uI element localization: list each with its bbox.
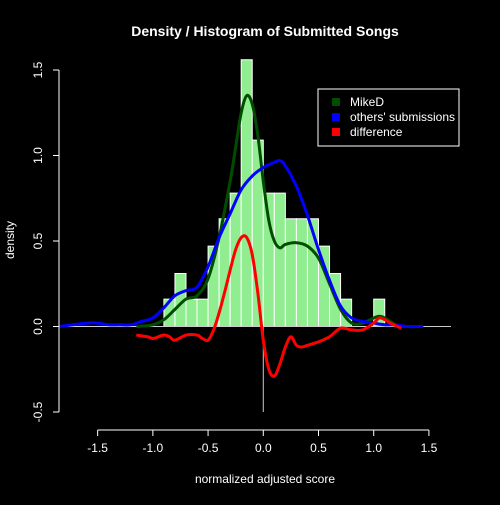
y-tick-label: 1.5 [31, 61, 45, 78]
chart-title: Density / Histogram of Submitted Songs [131, 23, 399, 39]
legend-swatch-others-submissions [332, 113, 340, 121]
legend-swatch-difference [332, 128, 340, 136]
x-tick-label: -0.5 [198, 441, 219, 455]
x-tick-label: -1.0 [143, 441, 164, 455]
y-axis: -0.5 0.0 0.5 1.0 1.5 [31, 61, 60, 422]
histogram-bar [185, 298, 198, 328]
y-tick-label: 0.5 [31, 232, 45, 249]
x-axis: -1.5 -1.0 -0.5 0.0 0.5 1.0 1.5 [87, 429, 438, 455]
x-tick-label: -1.5 [87, 441, 108, 455]
x-tick-label: 0.0 [255, 441, 272, 455]
legend-swatch-mike-d [332, 98, 340, 106]
legend-label-others-submissions: others' submissions [350, 110, 455, 124]
histogram-bar [284, 218, 297, 328]
y-axis-label: density [3, 221, 17, 259]
mike-d-density-line [136, 93, 408, 328]
histogram-bar [295, 218, 308, 328]
legend-label-mike-d: MikeD [350, 95, 384, 109]
legend: MikeD others' submissions difference [317, 88, 460, 147]
others-submissions-density-line [58, 158, 424, 329]
y-tick-label: -0.5 [31, 401, 45, 422]
histogram-bar [273, 192, 286, 327]
density-curves [58, 93, 424, 378]
x-tick-label: 1.5 [421, 441, 438, 455]
y-tick-label: 0.0 [31, 318, 45, 335]
x-tick-label: 0.5 [310, 441, 327, 455]
x-tick-label: 1.0 [365, 441, 382, 455]
histogram-bar [196, 298, 209, 328]
x-axis-label: normalized adjusted score [195, 472, 335, 486]
legend-box [317, 88, 460, 147]
legend-label-difference: difference [350, 125, 403, 139]
difference-density-line [136, 234, 402, 378]
y-tick-label: 1.0 [31, 147, 45, 164]
